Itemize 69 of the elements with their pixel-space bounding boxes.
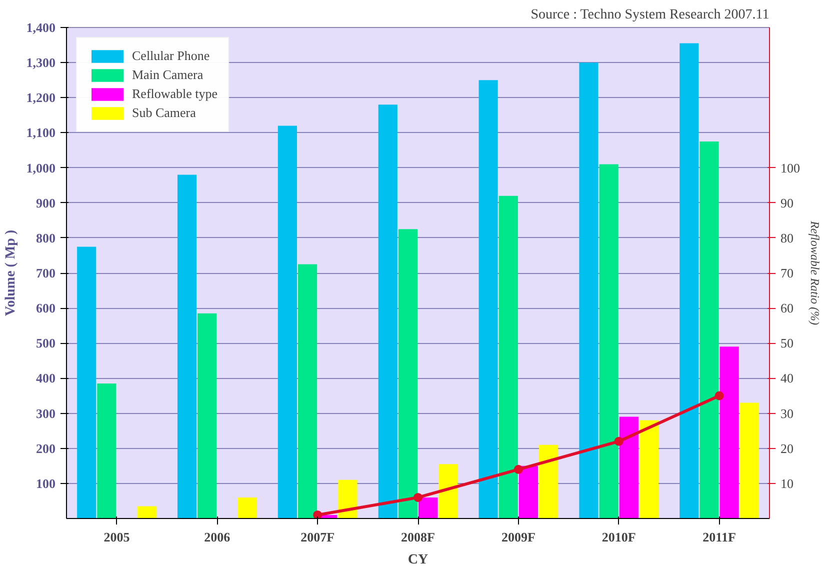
bar (438, 464, 458, 518)
bar (720, 346, 739, 518)
y2-tick-label: 100 (780, 160, 800, 176)
y-tick-label: 1,000 (26, 160, 56, 176)
point (514, 464, 523, 474)
legend-label: Sub Camera (132, 105, 196, 121)
y2-tick-label: 90 (780, 195, 794, 210)
y-tick-label: 400 (36, 370, 56, 386)
y2-tick-label: 40 (780, 370, 794, 386)
legend-label: Main Camera (132, 67, 204, 83)
y2-tick-label: 80 (780, 230, 794, 246)
y-axis-title: Volume ( Mp ) (3, 230, 18, 316)
bar (278, 126, 297, 518)
bar (639, 420, 659, 518)
bar (398, 229, 418, 518)
point (714, 391, 724, 400)
bar (518, 466, 538, 518)
y-tick-label: 1,300 (26, 55, 56, 70)
point (414, 492, 422, 502)
y-tick-label: 1,400 (26, 20, 56, 35)
y2-tick-label: 50 (780, 336, 794, 351)
x-tick-label: 2005 (104, 530, 130, 544)
bar (619, 416, 638, 518)
bar (177, 174, 197, 518)
bar (599, 164, 618, 518)
y2-tick-label: 70 (780, 266, 794, 280)
bar (418, 497, 438, 518)
y-tick-label: 900 (36, 195, 56, 210)
bar (238, 497, 257, 518)
x-axis-title: CY (408, 552, 428, 568)
bar (77, 246, 96, 518)
x-tick-label: 2009F (501, 530, 536, 544)
y-tick-label: 800 (36, 230, 56, 246)
bar (298, 264, 318, 518)
bar (97, 383, 116, 518)
bar (700, 141, 719, 518)
point (614, 436, 624, 446)
point (313, 510, 322, 518)
bar (137, 506, 156, 518)
bar (740, 402, 759, 518)
bar (680, 43, 699, 518)
y-tick-label: 700 (36, 266, 56, 280)
y2-tick-label: 30 (780, 406, 794, 421)
y-tick-label: 1,200 (26, 90, 56, 106)
legend-label: Cellular Phone (132, 48, 210, 64)
x-tick-label: 2011F (702, 530, 736, 544)
y2-tick-label: 60 (780, 300, 794, 316)
x-tick-label: 2010F (602, 530, 636, 544)
y2-tick-label: 10 (780, 476, 794, 491)
y-tick-label: 1,100 (26, 125, 56, 140)
x-tick-label: 2006 (204, 530, 231, 544)
y-tick-label: 100 (36, 476, 56, 491)
y-tick-label: 300 (36, 406, 56, 421)
y-tick-label: 500 (36, 336, 56, 351)
bar (198, 313, 217, 518)
y2-axis-title: Reflowable Ratio (%) (808, 220, 822, 325)
source-note: Source : Techno System Research 2007.11 (530, 8, 770, 22)
bar (498, 196, 518, 518)
x-tick-label: 2007F (300, 530, 335, 544)
x-tick-label: 2008F (401, 530, 436, 544)
y-tick-label: 200 (36, 440, 56, 456)
bar (378, 104, 398, 518)
y2-tick-label: 20 (780, 440, 794, 456)
y-tick-label: 600 (36, 300, 56, 316)
bar (338, 480, 358, 518)
legend-label: Reflowable type (132, 86, 218, 102)
bar (478, 80, 498, 518)
bar (539, 444, 558, 518)
bar (579, 62, 598, 518)
